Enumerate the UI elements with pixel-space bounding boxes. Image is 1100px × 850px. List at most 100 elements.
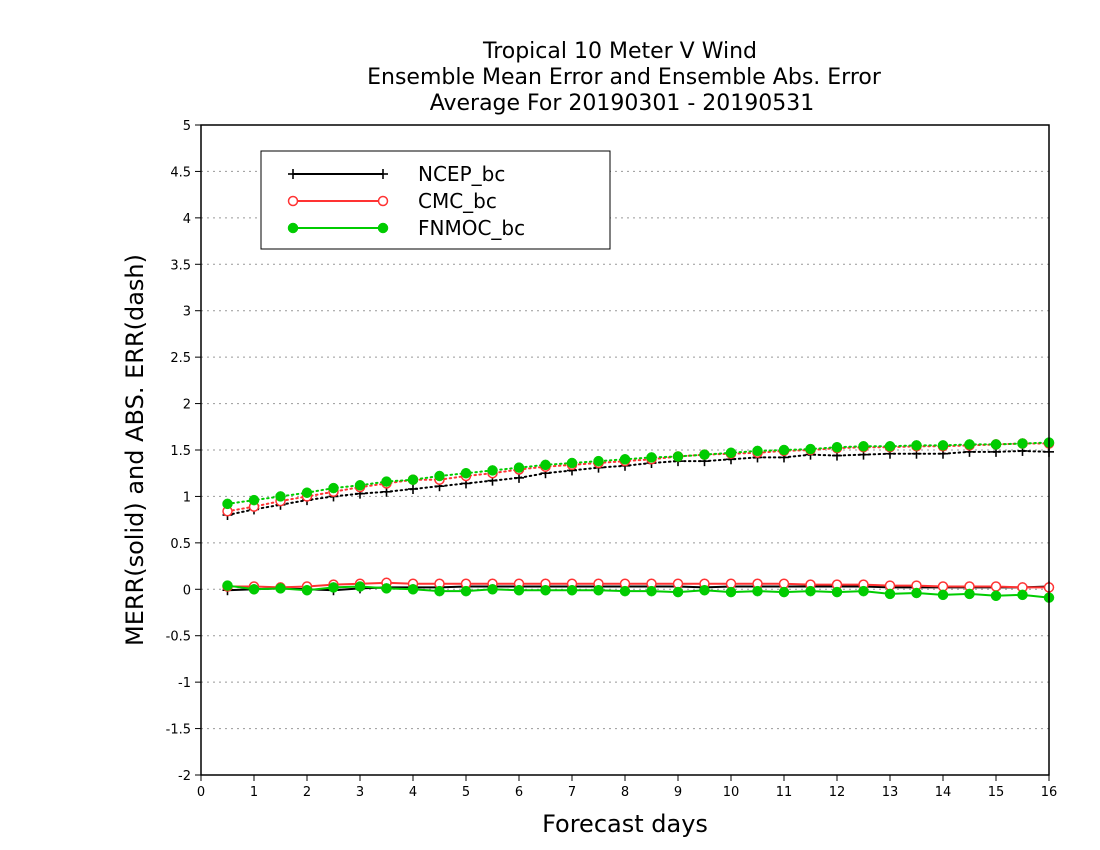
y-tick-label: 1.5 [170, 444, 191, 459]
fnmoc-bc-merr-point [699, 584, 710, 596]
fnmoc-bc-abs-err-point [937, 440, 949, 451]
series-cmc-bc [222, 438, 1055, 593]
fnmoc-bc-abs-err-point [407, 474, 419, 485]
ncep-bc-abs-err-line [226, 449, 1050, 516]
fnmoc-bc-merr-point [884, 588, 896, 600]
x-tick-label: 6 [515, 785, 523, 800]
fnmoc-bc-merr-point [752, 585, 763, 597]
y-tick-label: -1 [178, 676, 191, 691]
fnmoc-bc-merr-point [222, 580, 233, 591]
legend-label: NCEP_bc [418, 162, 505, 186]
title-line-1: Tropical 10 Meter V Wind [482, 39, 757, 64]
x-axis-label: Forecast days [542, 810, 708, 838]
fnmoc-bc-merr-point [381, 583, 392, 594]
y-tick-label: 4.5 [170, 165, 191, 180]
y-tick-label: -2 [178, 769, 191, 784]
legend: NCEP_bc CMC_bc FNMOC_bc [260, 150, 611, 250]
fnmoc-bc-abs-err-point [354, 480, 366, 491]
title-line-3: Average For 20190301 - 20190531 [430, 91, 815, 116]
x-tick-label: 3 [356, 785, 364, 800]
y-axis-label: MERR(solid) and ABS. ERR(dash) [121, 254, 149, 646]
x-tick-label: 12 [829, 785, 846, 800]
fnmoc-bc-merr-point [248, 584, 260, 595]
legend-items: NCEP_bc CMC_bc FNMOC_bc [287, 162, 525, 240]
fnmoc-bc-abs-err-point [858, 441, 869, 452]
fnmoc-bc-merr-point [434, 585, 445, 597]
fnmoc-bc-abs-err-point [513, 462, 525, 473]
x-tick-label: 14 [935, 785, 952, 800]
x-tick-label: 11 [776, 785, 793, 800]
fnmoc-bc-abs-err-point [619, 454, 631, 465]
fnmoc-bc-abs-err-point [778, 444, 790, 456]
fnmoc-bc-merr-point [672, 586, 684, 598]
fnmoc-bc-abs-err-point [487, 465, 498, 476]
y-tick-label: 3 [183, 305, 191, 320]
x-tick-label: 8 [621, 785, 629, 800]
x-tick-label: 16 [1041, 785, 1058, 800]
fnmoc-bc-merr-point [301, 584, 313, 596]
fnmoc-bc-abs-err-point [540, 459, 551, 471]
legend-marker [377, 195, 389, 207]
fnmoc-bc-abs-err-point [328, 482, 339, 494]
fnmoc-bc-abs-err-point [699, 449, 710, 460]
chart-title: Tropical 10 Meter V Wind Ensemble Mean E… [367, 39, 882, 116]
title-line-2: Ensemble Mean Error and Ensemble Abs. Er… [367, 65, 882, 90]
fnmoc-bc-abs-err-point [990, 439, 1002, 450]
y-tick-label: -0.5 [166, 630, 191, 645]
legend-label: FNMOC_bc [418, 216, 525, 240]
fnmoc-bc-merr-point [540, 584, 551, 596]
y-tick-label: 2 [183, 398, 191, 413]
fnmoc-bc-abs-err-point [805, 443, 816, 455]
fnmoc-bc-merr-point [937, 589, 949, 601]
legend-label: CMC_bc [418, 189, 497, 213]
fnmoc-bc-abs-err-point [672, 451, 684, 462]
fnmoc-bc-abs-err-point [725, 447, 737, 459]
fnmoc-bc-abs-err-point [911, 440, 922, 451]
fnmoc-bc-merr-point [805, 585, 816, 597]
y-tick-label: 5 [183, 119, 191, 134]
fnmoc-bc-merr-point [1017, 589, 1028, 601]
fnmoc-bc-abs-err-point [593, 455, 604, 467]
cmc-bc-merr-point [990, 581, 1002, 592]
fnmoc-bc-merr-point [725, 586, 737, 598]
series-fnmoc-bc [222, 437, 1055, 603]
fnmoc-bc-abs-err-point [381, 476, 392, 487]
y-tick-label: 3.5 [170, 258, 191, 273]
fnmoc-bc-abs-err-point [831, 441, 843, 453]
legend-item-ncep-bc: NCEP_bc [288, 162, 505, 186]
fnmoc-bc-abs-err-point [566, 457, 578, 469]
fnmoc-bc-merr-point [275, 583, 286, 594]
x-tick-label: 2 [303, 785, 311, 800]
legend-marker [377, 222, 389, 234]
x-tick-label: 9 [674, 785, 682, 800]
legend-item-cmc-bc: CMC_bc [287, 189, 497, 213]
fnmoc-bc-abs-err-point [884, 441, 896, 452]
plot-series [222, 437, 1055, 603]
legend-marker [288, 169, 298, 179]
y-tick-label: 1 [183, 490, 191, 505]
x-tick-label: 4 [409, 785, 417, 800]
fnmoc-bc-merr-point [964, 588, 975, 600]
plot-frame [200, 124, 1050, 776]
fnmoc-bc-merr-point [566, 584, 578, 596]
fnmoc-bc-merr-point [911, 587, 922, 599]
fnmoc-bc-abs-err-point [460, 467, 472, 479]
fnmoc-bc-merr-point [593, 584, 604, 596]
legend-marker [287, 222, 299, 234]
fnmoc-bc-abs-err-point [222, 498, 233, 510]
legend-item-fnmoc-bc: FNMOC_bc [287, 216, 525, 240]
fnmoc-bc-abs-err-point [301, 487, 313, 498]
fnmoc-bc-merr-point [646, 585, 657, 597]
fnmoc-bc-merr-point [354, 581, 366, 592]
fnmoc-bc-merr-point [831, 586, 843, 598]
fnmoc-bc-abs-err-point [434, 470, 445, 482]
x-tick-label: 15 [988, 785, 1005, 800]
fnmoc-bc-abs-err-point [275, 491, 286, 502]
gridlines [201, 170, 1049, 730]
fnmoc-bc-abs-err-point [646, 452, 657, 463]
fnmoc-bc-abs-err-point [752, 445, 763, 457]
series-ncep-bc [222, 445, 1054, 596]
fnmoc-bc-abs-err-point [964, 439, 975, 450]
x-tick-label: 1 [250, 785, 258, 800]
